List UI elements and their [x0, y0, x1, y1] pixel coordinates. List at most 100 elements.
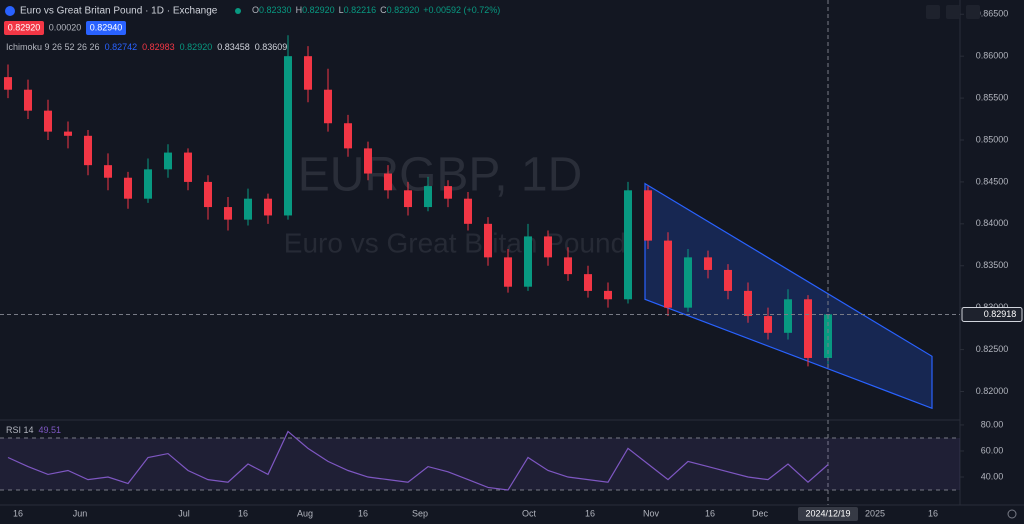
candle-body: [104, 165, 112, 178]
time-label: Jul: [178, 508, 190, 518]
candle-body: [304, 56, 312, 90]
candle-body: [284, 56, 292, 216]
candle-body: [64, 131, 72, 136]
candle-body: [424, 186, 432, 208]
price-tick-label: 0.84500: [976, 176, 1009, 186]
price-tick-label: 0.86000: [976, 51, 1009, 61]
candle-body: [264, 198, 272, 216]
crosshair-date-tag: [798, 507, 858, 521]
candle-body: [384, 173, 392, 191]
candle-body: [184, 152, 192, 182]
time-label: Dec: [752, 508, 769, 518]
candle-body: [584, 274, 592, 291]
rsi-tick-label: 40.00: [981, 471, 1004, 481]
candle-body: [324, 89, 332, 124]
candle-body: [44, 110, 52, 132]
candle-body: [224, 207, 232, 220]
candle-body: [144, 169, 152, 199]
candle-body: [444, 186, 452, 199]
time-label: 16: [705, 508, 715, 518]
price-tick-label: 0.83500: [976, 260, 1009, 270]
time-label: Nov: [643, 508, 660, 518]
scroll-button[interactable]: [926, 5, 940, 19]
candle-body: [404, 190, 412, 208]
price-tick-label: 0.84000: [976, 218, 1009, 228]
candle-body: [764, 316, 772, 333]
buy-price[interactable]: 0.82940: [90, 22, 123, 32]
ohlc-value: 0.82330: [259, 5, 292, 15]
price-tick-label: 0.82000: [976, 386, 1009, 396]
time-label: 16: [238, 508, 248, 518]
ohlc-value: 0.82920: [302, 5, 335, 15]
time-label: Oct: [522, 508, 537, 518]
candle-body: [704, 257, 712, 270]
rsi-band: [0, 437, 960, 491]
candle-body: [564, 257, 572, 275]
last-price-tag: [961, 307, 1023, 323]
candle-body: [724, 269, 732, 291]
ichimoku-value: 0.82742: [105, 42, 138, 52]
ohlc-key: L: [339, 5, 344, 15]
market-status: [235, 8, 241, 14]
fullscreen-button[interactable]: [966, 5, 980, 19]
crosshair-date: 2024/12/19: [805, 508, 850, 518]
candle-body: [4, 77, 12, 90]
candle-body: [464, 198, 472, 224]
candle-body: [524, 236, 532, 287]
candle-body: [664, 240, 672, 308]
last-price-label: 0.82918: [984, 309, 1017, 319]
candle-body: [84, 135, 92, 166]
time-label: 16: [928, 508, 938, 518]
ohlc-value: 0.82216: [344, 5, 377, 15]
ohlc-key: O: [252, 5, 259, 15]
ohlc-key: H: [296, 5, 303, 15]
candle-body: [644, 190, 652, 241]
ohlc-value: 0.82920: [387, 5, 420, 15]
ichimoku-value: 0.82920: [180, 42, 213, 52]
candle-body: [784, 299, 792, 333]
toolbar: [926, 5, 980, 19]
candle-body: [504, 257, 512, 287]
sell-price[interactable]: 0.82920: [8, 22, 41, 32]
candle-body: [344, 123, 352, 149]
ichimoku-value: 0.83458: [217, 42, 250, 52]
symbol-title[interactable]: Euro vs Great Britan Pound · 1D · Exchan…: [20, 6, 218, 17]
candle-body: [484, 223, 492, 258]
time-label: 16: [13, 508, 23, 518]
ohlc-key: C: [380, 5, 387, 15]
spread: 0.00020: [49, 22, 82, 32]
settings-icon[interactable]: [1007, 509, 1017, 519]
ohlc-values: O0.82330 H0.82920 L0.82216 C0.82920 +0.00592…: [252, 5, 500, 15]
price-tick-label: 0.85500: [976, 92, 1009, 102]
rsi-legend: RSI 14 49.51: [6, 425, 61, 435]
time-label: Sep: [412, 508, 428, 518]
price-tick-label: 0.86500: [976, 9, 1009, 19]
candle-body: [804, 299, 812, 358]
candle-body: [24, 89, 32, 111]
candle-body: [244, 198, 252, 220]
ohlc-change: +0.00592 (+0.72%): [423, 5, 500, 15]
candle-body: [164, 152, 172, 170]
maximize-button[interactable]: [946, 5, 960, 19]
symbol-icon: [5, 6, 15, 16]
time-label: Jun: [73, 508, 88, 518]
time-label: 16: [585, 508, 595, 518]
candle-body: [744, 290, 752, 317]
candle-body: [544, 236, 552, 258]
time-label: 2025: [865, 508, 885, 518]
ichimoku-label: Ichimoku 9 26 52 26 26: [6, 42, 100, 52]
ichimoku-value: 0.82983: [142, 42, 175, 52]
sell-button[interactable]: [4, 21, 44, 35]
rsi-tick-label: 80.00: [981, 419, 1004, 429]
watermark-symbol: EURGBP, 1D: [298, 149, 583, 202]
rsi-line: [7, 430, 829, 491]
ichimoku-value: 0.83609: [255, 42, 288, 52]
candle-body: [624, 190, 632, 300]
price-tick-label: 0.82500: [976, 344, 1009, 354]
candle-body: [684, 257, 692, 308]
ichimoku-legend: Ichimoku 9 26 52 26 26 0.82742 0.82983 0.82…: [6, 42, 287, 52]
buy-button[interactable]: [86, 21, 126, 35]
